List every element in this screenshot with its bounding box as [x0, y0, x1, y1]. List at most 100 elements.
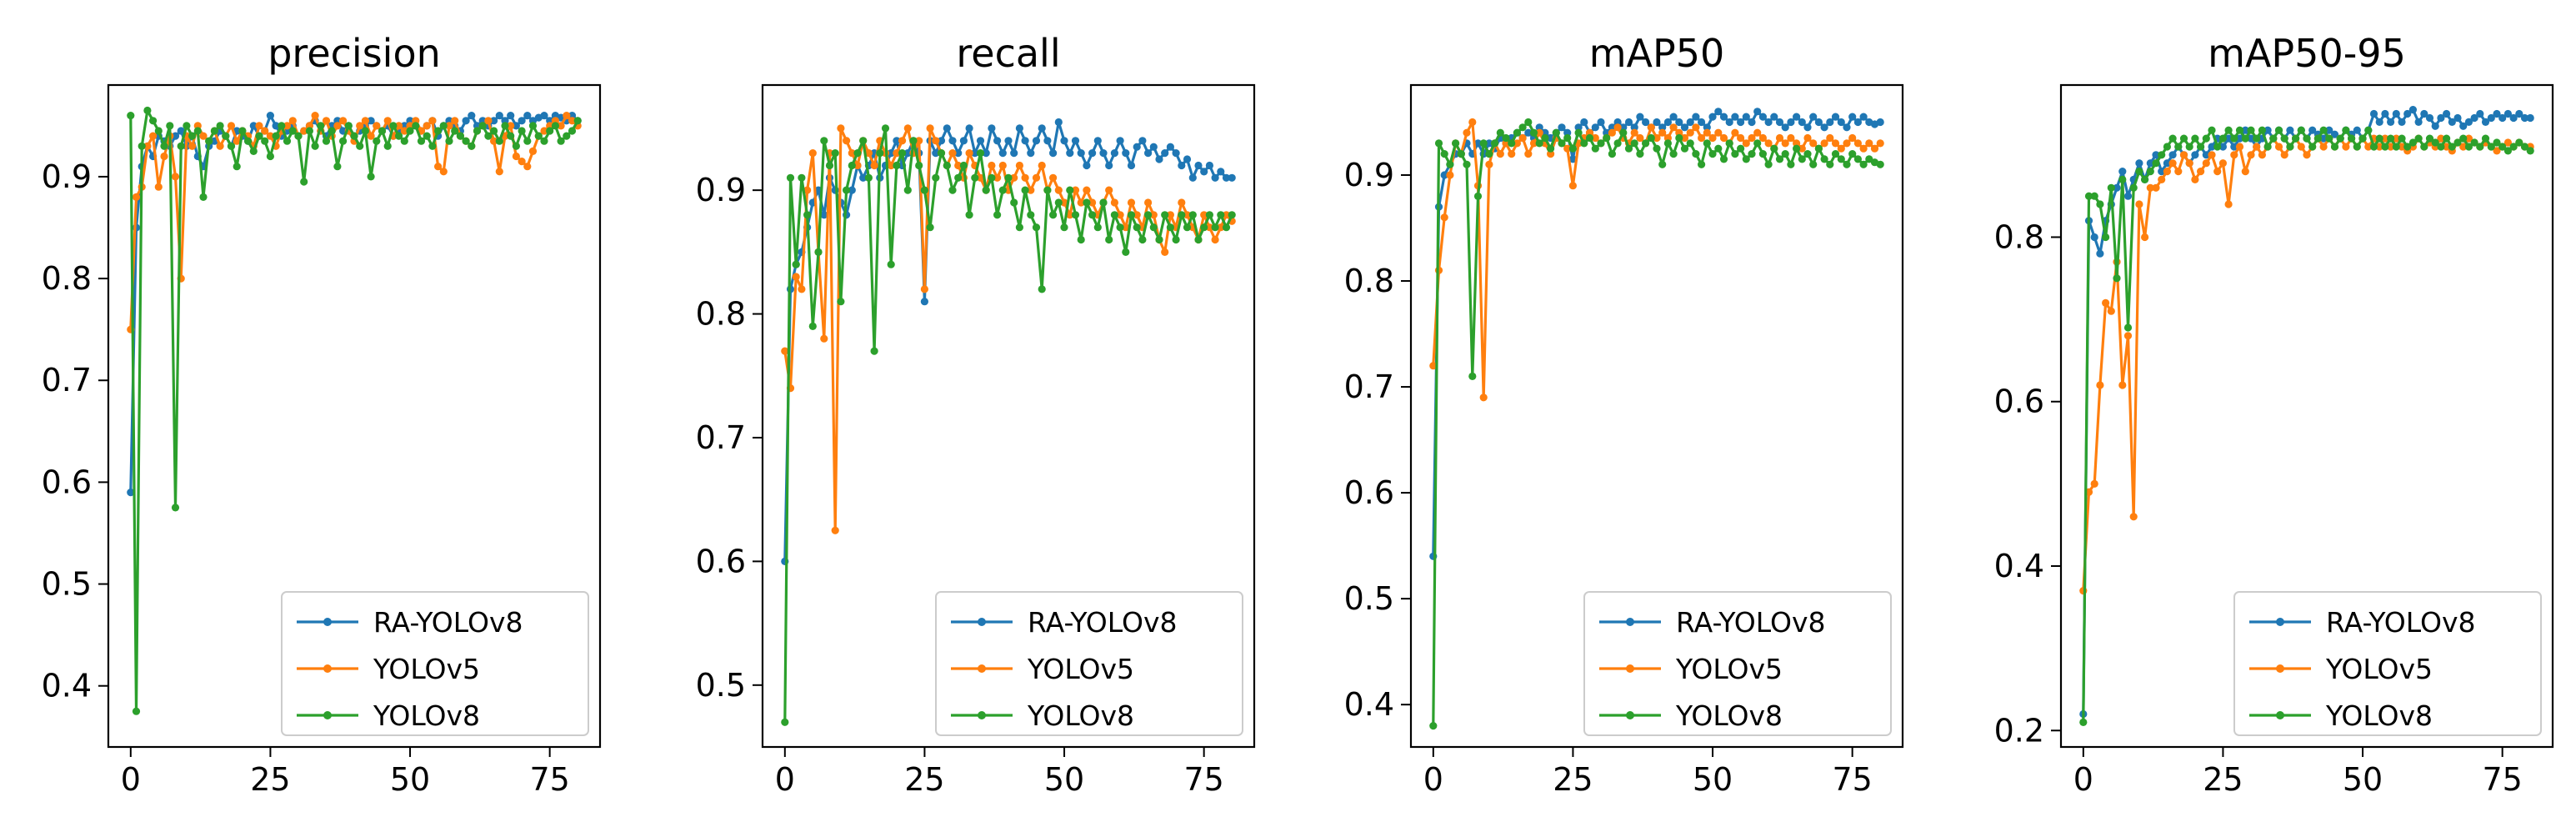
data-point — [1060, 137, 1068, 145]
data-point — [367, 132, 375, 140]
data-point — [160, 142, 168, 150]
data-point — [1508, 139, 1516, 148]
data-point — [1127, 211, 1136, 219]
data-point — [1010, 198, 1018, 207]
data-point — [2158, 168, 2166, 176]
data-point — [2107, 307, 2115, 315]
legend-label: YOLOv5 — [1027, 653, 1134, 685]
data-point — [998, 161, 1007, 170]
data-point — [495, 168, 503, 176]
data-point — [1803, 150, 1812, 158]
data-point — [2269, 134, 2278, 143]
data-point — [2342, 126, 2350, 134]
data-point — [2247, 126, 2255, 134]
data-point — [1161, 248, 1169, 256]
data-point — [227, 142, 236, 150]
data-point — [971, 149, 979, 158]
data-point — [2515, 109, 2523, 118]
data-point — [1680, 123, 1689, 132]
data-point — [2520, 143, 2529, 151]
series-line-YOLOv5 — [129, 114, 579, 330]
data-point — [1737, 144, 1745, 153]
y-tick-label: 0.2 — [1994, 712, 2044, 749]
data-point — [227, 122, 236, 130]
data-point — [2218, 143, 2227, 151]
data-point — [814, 248, 823, 256]
data-point — [434, 163, 443, 171]
data-point — [2090, 233, 2098, 242]
data-point — [837, 124, 845, 133]
legend-box — [935, 591, 1243, 736]
data-point — [2224, 200, 2233, 208]
data-point — [1541, 133, 1549, 143]
data-point — [1692, 150, 1700, 158]
data-point — [518, 117, 526, 125]
data-point — [412, 122, 420, 130]
data-point — [2459, 134, 2468, 143]
data-point — [1686, 118, 1694, 127]
data-point — [1737, 133, 1745, 143]
data-point — [523, 163, 532, 171]
data-point — [573, 117, 582, 125]
y-tick-label: 0.7 — [42, 362, 92, 398]
data-point — [898, 137, 907, 145]
data-point — [903, 149, 912, 158]
data-point — [909, 137, 918, 145]
data-point — [1054, 118, 1063, 127]
data-point — [903, 124, 912, 133]
data-point — [1653, 144, 1661, 153]
data-point — [2381, 109, 2389, 118]
data-point — [1764, 160, 1773, 168]
data-point — [283, 122, 292, 130]
data-point — [2319, 134, 2328, 143]
data-point — [1049, 173, 1058, 182]
data-point — [1663, 139, 1672, 148]
data-point — [507, 112, 515, 120]
data-point — [367, 117, 375, 125]
series-line-RA-YOLOv8 — [129, 114, 579, 493]
data-point — [1021, 137, 1029, 145]
data-point — [2185, 159, 2193, 168]
data-point — [1452, 139, 1460, 148]
data-point — [1865, 155, 1873, 163]
data-point — [1591, 123, 1599, 132]
data-point — [2280, 151, 2288, 159]
data-point — [1429, 722, 1438, 730]
chart-panel-recall: recall 0 25 50 75 0.5 0.6 0.7 0.8 0.9 RA-YOLOv8 YOL… — [696, 31, 1256, 798]
data-point — [1004, 173, 1013, 182]
data-point — [512, 152, 521, 161]
y-tick-label: 0.7 — [1344, 368, 1394, 405]
data-point — [2313, 134, 2322, 143]
data-point — [1083, 161, 1091, 170]
data-point — [2213, 168, 2222, 176]
data-point — [1597, 118, 1605, 127]
data-point — [2129, 513, 2138, 521]
data-point — [1619, 128, 1628, 137]
chart-title: recall — [956, 31, 1060, 76]
data-point — [317, 122, 325, 130]
data-point — [2218, 159, 2227, 168]
data-point — [1077, 149, 1085, 158]
data-point — [199, 193, 208, 201]
data-point — [1603, 133, 1611, 143]
data-point — [138, 142, 146, 150]
data-point — [2146, 183, 2154, 192]
data-point — [1798, 144, 1806, 153]
data-point — [2247, 151, 2255, 159]
data-point — [523, 112, 532, 120]
x-tick-label: 50 — [2343, 761, 2383, 798]
data-point — [1144, 149, 1153, 158]
data-point — [1753, 108, 1762, 116]
data-point — [2353, 126, 2361, 134]
data-point — [1066, 211, 1074, 219]
data-point — [1826, 118, 1834, 127]
data-point — [1853, 155, 1862, 163]
data-point — [1502, 133, 1510, 143]
data-point — [2191, 134, 2199, 143]
data-point — [864, 173, 873, 182]
data-point — [154, 183, 163, 191]
data-point — [2084, 192, 2093, 200]
data-point — [434, 127, 443, 135]
data-point — [2325, 126, 2333, 134]
data-point — [495, 137, 503, 145]
